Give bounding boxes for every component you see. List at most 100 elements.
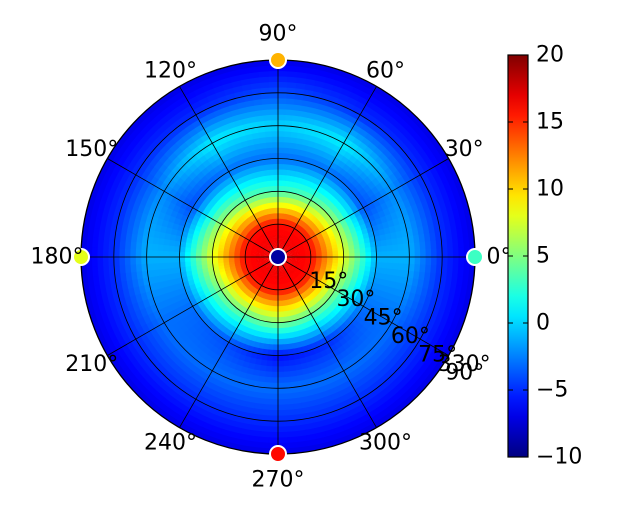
heat-cell xyxy=(431,254,438,266)
heat-cell xyxy=(314,244,322,250)
heat-cell xyxy=(287,231,292,239)
heat-cell xyxy=(300,271,307,277)
heat-cell xyxy=(253,267,260,273)
heat-cell xyxy=(235,266,242,272)
heat-cell xyxy=(222,251,230,256)
heat-cell xyxy=(270,278,274,285)
heat-cell xyxy=(314,278,322,285)
heat-cell xyxy=(302,241,309,246)
heat-cell xyxy=(281,168,288,176)
heat-cell xyxy=(273,295,277,302)
heat-cell xyxy=(290,221,296,228)
heat-cell xyxy=(249,221,256,228)
heat-cell xyxy=(272,223,276,231)
heat-cell xyxy=(263,262,270,268)
heat-cell xyxy=(272,240,276,247)
heat-cell xyxy=(271,235,275,242)
heat-cell xyxy=(268,271,273,279)
heat-cell xyxy=(245,248,252,252)
heat-cell xyxy=(447,254,454,267)
heat-cell xyxy=(293,290,299,298)
heat-cell xyxy=(288,287,293,295)
heat-cell xyxy=(265,219,270,226)
heat-cell xyxy=(298,246,305,251)
heat-cell xyxy=(365,250,372,257)
heat-cell xyxy=(261,260,268,264)
heat-cell xyxy=(293,210,299,218)
heat-cell xyxy=(291,286,297,293)
heat-cell xyxy=(237,272,245,278)
heat-cell xyxy=(269,277,273,285)
heat-cell xyxy=(281,152,289,160)
heat-cell xyxy=(313,227,320,234)
heat-cell xyxy=(245,282,252,289)
heat-cell xyxy=(278,349,285,357)
heat-cell xyxy=(256,247,264,252)
heat-cell xyxy=(245,274,252,281)
heat-cell xyxy=(287,238,293,245)
heat-cell xyxy=(245,234,252,240)
heat-cell xyxy=(240,277,248,284)
heat-cell xyxy=(255,259,262,262)
heat-cell xyxy=(292,308,298,316)
heat-cell xyxy=(315,231,323,238)
heat-cell xyxy=(262,281,268,288)
heat-cell xyxy=(178,257,186,264)
heat-cell xyxy=(265,225,270,232)
heat-cell xyxy=(289,298,295,306)
heat-cell xyxy=(300,286,307,293)
heat-cell xyxy=(264,246,270,251)
heat-cell xyxy=(251,246,258,251)
heat-cell xyxy=(285,264,291,270)
heat-cell xyxy=(266,276,271,284)
heat-cell xyxy=(295,224,301,231)
heat-cell xyxy=(256,260,263,264)
heat-cell xyxy=(256,223,262,230)
heat-cell xyxy=(286,262,293,268)
heat-cell xyxy=(308,266,316,271)
heat-cell xyxy=(320,278,328,285)
heat-cell xyxy=(302,277,309,284)
heat-cell xyxy=(286,282,291,289)
heat-cell xyxy=(310,275,317,282)
heat-cell xyxy=(376,250,383,257)
heat-cell xyxy=(303,223,310,230)
heat-cell xyxy=(287,249,294,254)
heat-cell xyxy=(250,228,257,235)
colorbar-tick-label: 20 xyxy=(536,43,564,68)
heat-cell xyxy=(291,215,297,223)
heat-cell xyxy=(304,233,311,240)
heat-cell xyxy=(308,242,316,247)
heat-cell xyxy=(268,338,275,346)
heat-cell xyxy=(332,259,339,264)
heat-cell xyxy=(298,281,305,288)
heat-cell xyxy=(257,236,264,242)
heat-cell xyxy=(306,271,313,277)
heat-cell xyxy=(233,276,241,283)
heat-cell xyxy=(250,293,257,301)
heat-cell xyxy=(280,185,286,192)
heat-cell xyxy=(231,283,239,291)
heat-cell xyxy=(244,261,252,265)
heat-cell xyxy=(293,250,300,254)
heat-cell xyxy=(235,227,243,234)
heat-cell xyxy=(280,240,284,247)
heat-cell xyxy=(286,263,292,268)
heat-cell xyxy=(271,152,278,159)
heat-cell xyxy=(294,270,300,276)
heat-cell xyxy=(263,269,269,276)
heat-cell xyxy=(239,284,246,291)
heat-cell xyxy=(262,260,269,265)
heat-cell xyxy=(254,224,261,231)
heat-cell xyxy=(260,267,266,273)
heat-cell xyxy=(249,201,256,209)
heat-cell xyxy=(279,207,284,214)
heat-cell xyxy=(293,296,299,304)
heat-cell xyxy=(265,288,270,295)
heat-cell xyxy=(414,255,421,265)
heat-cell xyxy=(381,249,389,257)
heat-cell xyxy=(304,251,312,255)
heat-cell xyxy=(283,283,288,290)
edge-marker xyxy=(269,51,287,69)
heat-cell xyxy=(261,274,267,281)
